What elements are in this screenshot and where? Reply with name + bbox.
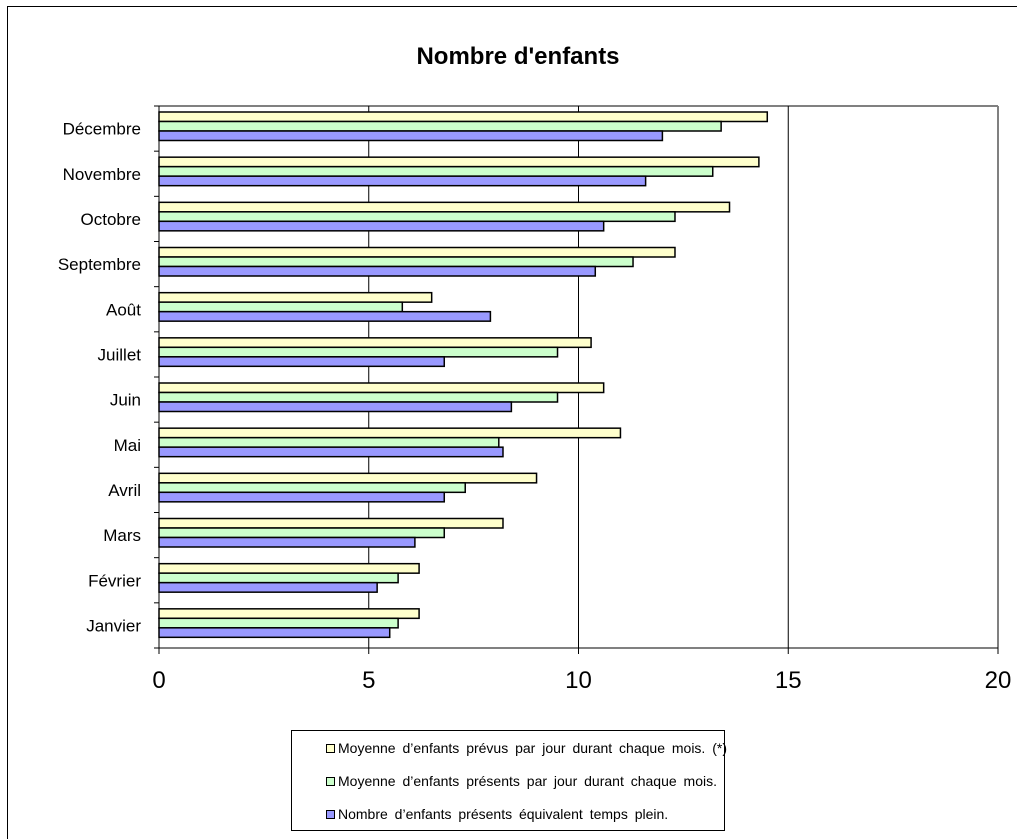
x-tick-label-10: 10 — [565, 667, 592, 694]
bar-2-janvier — [158, 617, 399, 629]
bar-2-décembre — [158, 120, 722, 132]
bar-2-août — [158, 301, 404, 313]
legend-label-series-2: Moyenne d’enfants présents par jour dura… — [338, 773, 717, 789]
bar-3-octobre — [158, 220, 605, 232]
bar-1-janvier — [158, 608, 420, 620]
legend-item-series-2: Moyenne d’enfants présents par jour dura… — [326, 771, 717, 791]
bar-2-mars — [158, 527, 446, 539]
bar-2-février — [158, 572, 399, 584]
bar-3-août — [158, 310, 492, 322]
category-label-août: Août — [106, 300, 141, 319]
bar-3-novembre — [158, 175, 647, 187]
bar-2-juillet — [158, 346, 559, 358]
bar-2-mai — [158, 436, 500, 448]
bar-3-septembre — [158, 265, 597, 277]
category-label-décembre: Décembre — [63, 120, 141, 139]
bar-1-février — [158, 562, 420, 574]
legend-label-series-3: Nombre d’enfants présents équivalent tem… — [338, 806, 669, 822]
category-label-novembre: Novembre — [63, 165, 141, 184]
bar-3-mai — [158, 446, 504, 458]
legend: Moyenne d’enfants prévus par jour durant… — [291, 730, 727, 831]
bar-2-septembre — [158, 256, 634, 268]
category-label-février: Février — [88, 571, 141, 590]
bar-3-mars — [158, 536, 416, 548]
chart-frame — [7, 6, 1017, 839]
bar-3-juin — [158, 401, 513, 413]
category-label-juillet: Juillet — [98, 345, 142, 364]
x-tick-label-5: 5 — [362, 667, 375, 694]
bar-3-janvier — [158, 627, 391, 639]
bar-1-octobre — [158, 201, 731, 213]
bar-3-juillet — [158, 356, 446, 368]
legend-item-series-1: Moyenne d’enfants prévus par jour durant… — [326, 738, 727, 758]
category-label-septembre: Septembre — [58, 255, 141, 274]
bar-1-septembre — [158, 246, 676, 258]
bar-2-juin — [158, 391, 559, 403]
category-label-mai: Mai — [114, 436, 141, 455]
bar-1-juillet — [158, 337, 592, 349]
category-label-juin: Juin — [110, 391, 141, 410]
bar-1-août — [158, 291, 433, 303]
legend-swatch-series-3 — [326, 809, 335, 819]
legend-swatch-series-2 — [326, 776, 335, 786]
category-label-octobre: Octobre — [81, 210, 141, 229]
bar-2-novembre — [158, 165, 714, 177]
bar-1-mai — [158, 427, 622, 439]
bar-1-juin — [158, 382, 605, 394]
x-tick-label-20: 20 — [985, 667, 1012, 694]
legend-swatch-series-1 — [326, 743, 335, 753]
bar-2-octobre — [158, 211, 676, 223]
category-label-avril: Avril — [108, 481, 141, 500]
legend-item-series-3: Nombre d’enfants présents équivalent tem… — [326, 804, 668, 824]
category-label-mars: Mars — [103, 526, 141, 545]
bar-3-février — [158, 581, 378, 593]
legend-label-series-1: Moyenne d’enfants prévus par jour durant… — [338, 740, 727, 756]
bar-1-novembre — [158, 156, 760, 168]
bar-3-avril — [158, 491, 446, 503]
bar-2-avril — [158, 482, 466, 494]
bar-1-mars — [158, 517, 504, 529]
x-tick-label-0: 0 — [152, 667, 165, 694]
bar-3-décembre — [158, 130, 664, 142]
bar-1-décembre — [158, 111, 769, 123]
bar-1-avril — [158, 472, 538, 484]
chart-title: Nombre d'enfants — [416, 43, 619, 70]
category-label-janvier: Janvier — [86, 616, 141, 635]
x-tick-label-15: 15 — [775, 667, 802, 694]
